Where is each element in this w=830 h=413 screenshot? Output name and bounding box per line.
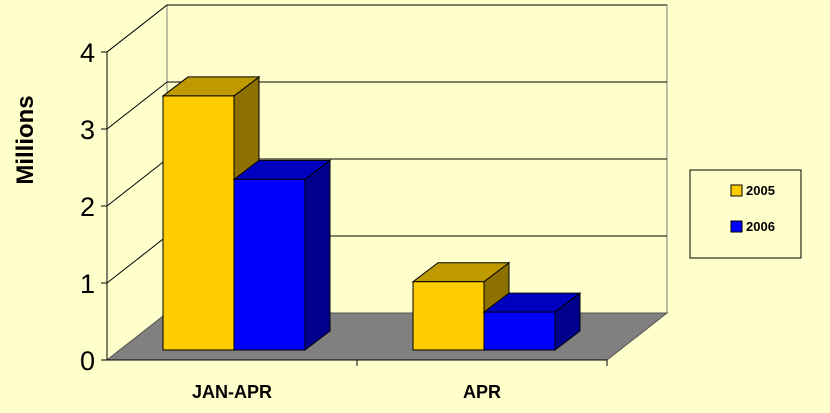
bar-front [233, 178, 306, 351]
legend-swatch [730, 184, 743, 197]
gridline-side [106, 4, 168, 53]
x-category-label: JAN-APR [192, 382, 272, 402]
x-category-labels: JAN-APR APR [192, 382, 501, 402]
y-tick-label: 4 [80, 38, 95, 68]
y-axis-label: Millions [12, 95, 39, 184]
gridline-side [106, 81, 168, 130]
bar-2006-apr [482, 292, 582, 352]
gridline-side [106, 235, 168, 284]
bar-front [483, 311, 556, 351]
legend-box [689, 169, 802, 259]
bar-front [162, 95, 235, 351]
legend: 2005 2006 [689, 169, 802, 259]
bar-2005-apr [411, 261, 511, 352]
bar-side [304, 159, 331, 352]
legend-label: 2005 [746, 183, 775, 198]
gridline-side [106, 158, 168, 207]
y-tick-label: 2 [80, 192, 95, 222]
y-tick-labels: 0 1 2 3 4 [80, 38, 95, 376]
legend-label: 2006 [746, 219, 775, 234]
x-category-label: APR [463, 382, 501, 402]
y-tick-label: 0 [80, 346, 95, 376]
bars [161, 75, 582, 352]
legend-swatch [730, 220, 743, 233]
bar-front [412, 281, 485, 351]
y-tick-label: 1 [80, 269, 95, 299]
bar-2006-jan-apr [232, 159, 332, 352]
y-tick-label: 3 [80, 115, 95, 145]
